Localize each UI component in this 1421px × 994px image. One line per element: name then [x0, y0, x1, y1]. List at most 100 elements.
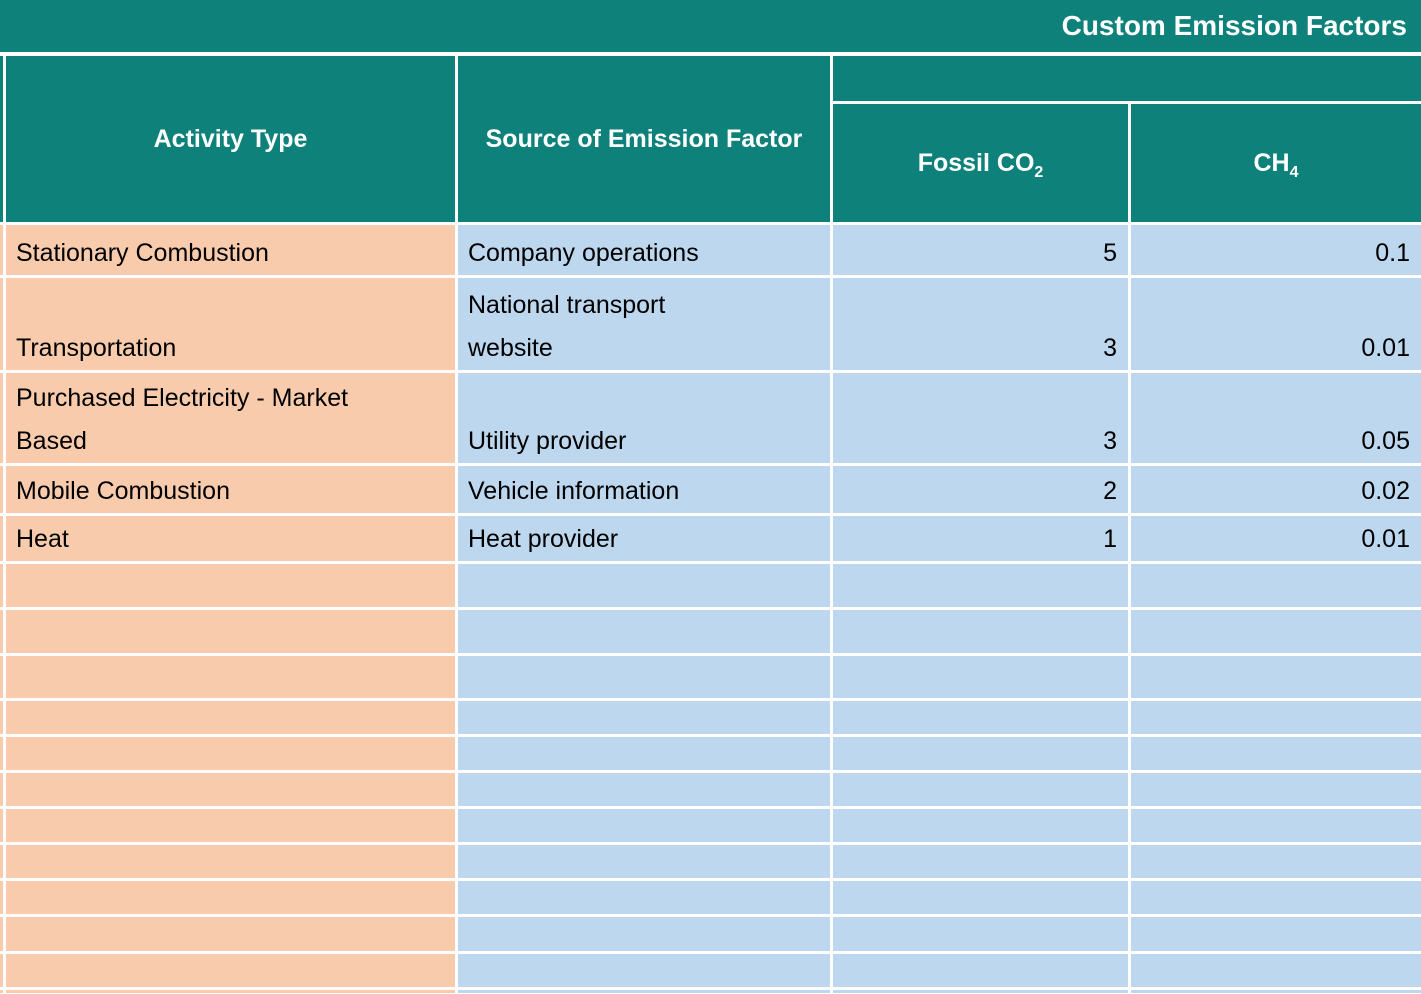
empty-cell[interactable] [833, 701, 1128, 734]
empty-cell[interactable] [1131, 564, 1421, 607]
empty-cell[interactable] [1131, 917, 1421, 951]
cell-activity-type[interactable]: Purchased Electricity - Market Based [6, 373, 455, 463]
cell-ch4-value[interactable]: 0.01 [1131, 278, 1421, 370]
table-row: Purchased Electricity - Market Based Util… [0, 373, 1421, 463]
cell-activity-type[interactable]: Stationary Combustion [6, 225, 455, 275]
cell-fossil-co2-value[interactable]: 3 [833, 278, 1128, 370]
empty-cell[interactable] [458, 881, 830, 914]
empty-cell[interactable] [458, 773, 830, 806]
empty-cell[interactable] [6, 610, 455, 653]
empty-cell[interactable] [833, 990, 1128, 993]
row-edge-sliver [0, 466, 3, 513]
empty-cell[interactable] [6, 845, 455, 878]
table-header: Activity Type Source of Emission Factor … [0, 56, 1421, 222]
cell-source-of-emission-factor[interactable]: Utility provider [458, 373, 830, 463]
empty-cell[interactable] [1131, 773, 1421, 806]
empty-cell[interactable] [1131, 656, 1421, 698]
empty-cell[interactable] [1131, 881, 1421, 914]
empty-cell[interactable] [833, 809, 1128, 842]
empty-cell[interactable] [6, 701, 455, 734]
cell-source-of-emission-factor[interactable]: Vehicle information [458, 466, 830, 513]
empty-table-row [0, 845, 1421, 878]
cell-fossil-co2-value[interactable]: 3 [833, 373, 1128, 463]
cell-ch4-value[interactable]: 0.05 [1131, 373, 1421, 463]
cell-fossil-co2-value[interactable]: 1 [833, 516, 1128, 561]
table-row: Transportation National transport website… [0, 278, 1421, 370]
empty-cell[interactable] [833, 917, 1128, 951]
empty-cell[interactable] [1131, 809, 1421, 842]
empty-cell[interactable] [1131, 737, 1421, 770]
empty-cell[interactable] [833, 881, 1128, 914]
cell-fossil-co2-value[interactable]: 5 [833, 225, 1128, 275]
row-edge-sliver [0, 564, 3, 607]
row-edge-sliver [0, 954, 3, 987]
empty-table-row [0, 881, 1421, 914]
empty-cell[interactable] [1131, 610, 1421, 653]
empty-cell[interactable] [833, 954, 1128, 987]
row-edge-sliver [0, 809, 3, 842]
empty-cell[interactable] [458, 610, 830, 653]
empty-cell[interactable] [6, 990, 455, 993]
empty-cell[interactable] [458, 845, 830, 878]
empty-cell[interactable] [6, 809, 455, 842]
cell-activity-type[interactable]: Heat [6, 516, 455, 561]
row-edge-sliver [0, 656, 3, 698]
empty-cell[interactable] [1131, 954, 1421, 987]
row-edge-sliver [0, 373, 3, 463]
row-edge-sliver [0, 990, 3, 993]
empty-table-row [0, 990, 1421, 993]
row-edge-sliver [0, 737, 3, 770]
column-header-source-of-emission-factor[interactable]: Source of Emission Factor [458, 56, 830, 222]
cell-source-of-emission-factor[interactable]: Heat provider [458, 516, 830, 561]
empty-cell[interactable] [1131, 845, 1421, 878]
row-edge-sliver [0, 701, 3, 734]
empty-cell[interactable] [458, 990, 830, 993]
empty-cell[interactable] [6, 954, 455, 987]
empty-cell[interactable] [6, 773, 455, 806]
empty-cell[interactable] [458, 954, 830, 987]
cell-activity-type[interactable]: Mobile Combustion [6, 466, 455, 513]
empty-cell[interactable] [458, 656, 830, 698]
empty-cell[interactable] [1131, 701, 1421, 734]
column-header-fossil-co2[interactable]: Fossil CO2 [833, 104, 1128, 222]
table-title-cell[interactable]: Custom Emission Factors [0, 0, 1421, 52]
empty-cell[interactable] [458, 737, 830, 770]
empty-cell[interactable] [833, 845, 1128, 878]
empty-cell[interactable] [458, 809, 830, 842]
gas-group-header-cell[interactable] [833, 56, 1421, 101]
cell-fossil-co2-value[interactable]: 2 [833, 466, 1128, 513]
empty-cell[interactable] [6, 737, 455, 770]
cell-source-of-emission-factor[interactable]: Company operations [458, 225, 830, 275]
table-row: Heat Heat provider 1 0.01 [0, 516, 1421, 561]
empty-table-row [0, 737, 1421, 770]
empty-cell[interactable] [1131, 990, 1421, 993]
empty-cell[interactable] [6, 564, 455, 607]
row-edge-sliver [0, 225, 3, 275]
empty-cell[interactable] [833, 610, 1128, 653]
empty-table-row [0, 701, 1421, 734]
empty-cell[interactable] [6, 881, 455, 914]
empty-table-row [0, 917, 1421, 951]
row-edge-sliver [0, 917, 3, 951]
empty-cell[interactable] [458, 701, 830, 734]
cell-ch4-value[interactable]: 0.01 [1131, 516, 1421, 561]
cell-ch4-value[interactable]: 0.1 [1131, 225, 1421, 275]
row-edge-sliver [0, 881, 3, 914]
row-edge-sliver [0, 516, 3, 561]
cell-source-of-emission-factor[interactable]: National transport website [458, 278, 830, 370]
empty-cell[interactable] [458, 917, 830, 951]
column-header-activity-type[interactable]: Activity Type [6, 56, 455, 222]
cell-ch4-value[interactable]: 0.02 [1131, 466, 1421, 513]
empty-cell[interactable] [833, 656, 1128, 698]
empty-cell[interactable] [833, 564, 1128, 607]
empty-cell[interactable] [458, 564, 830, 607]
empty-cell[interactable] [833, 737, 1128, 770]
empty-cell[interactable] [6, 917, 455, 951]
empty-table-row [0, 564, 1421, 607]
empty-cell[interactable] [833, 773, 1128, 806]
row-edge-sliver [0, 610, 3, 653]
cell-activity-type[interactable]: Transportation [6, 278, 455, 370]
empty-cell[interactable] [6, 656, 455, 698]
header-edge-sliver [0, 56, 3, 222]
column-header-ch4[interactable]: CH4 [1131, 104, 1421, 222]
